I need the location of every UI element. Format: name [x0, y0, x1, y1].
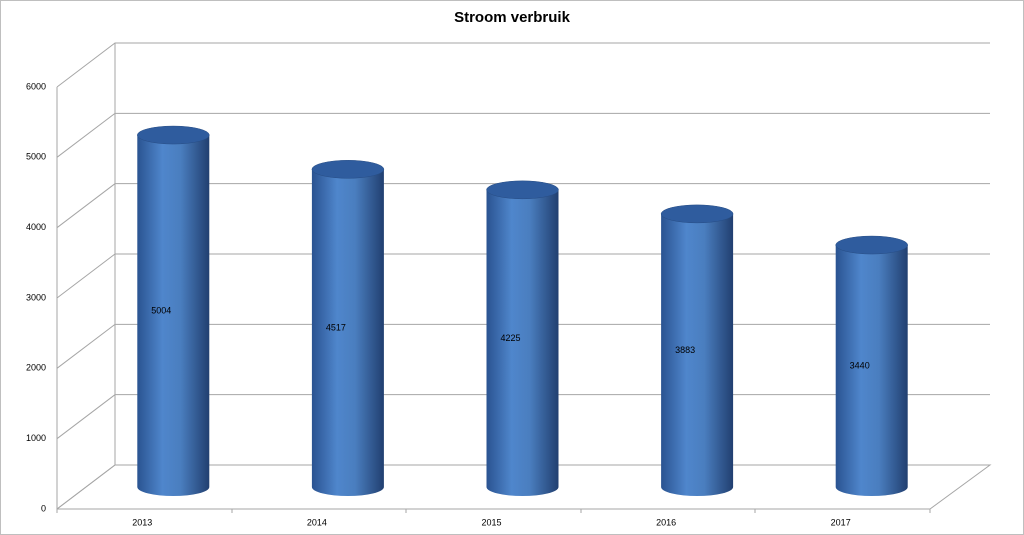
data-label: 4225: [500, 333, 520, 343]
y-tick-label: 3000: [26, 292, 46, 302]
bar-top: [311, 160, 385, 179]
bar-top: [486, 180, 559, 200]
bar: [835, 245, 908, 496]
bar: [137, 135, 210, 496]
data-label: 5004: [151, 305, 171, 315]
bar-top: [137, 125, 210, 145]
bar: [311, 169, 384, 497]
y-tick-label: 2000: [26, 363, 46, 373]
x-tick-label: 2015: [481, 517, 501, 527]
bar: [661, 213, 734, 496]
data-label: 3883: [675, 345, 695, 355]
bar-top: [660, 204, 734, 224]
y-tick-label: 0: [41, 503, 46, 513]
x-tick-label: 2014: [307, 517, 327, 527]
x-tick-label: 2016: [656, 517, 676, 527]
chart-title: Stroom verbruik: [454, 9, 571, 26]
bar: [486, 189, 559, 496]
y-tick-label: 6000: [26, 81, 46, 91]
grid-line: [56, 42, 990, 88]
data-label: 4517: [326, 323, 346, 333]
y-tick-label: 1000: [26, 433, 46, 443]
data-label: 3440: [850, 360, 870, 370]
y-tick-label: 4000: [26, 222, 46, 232]
x-tick-label: 2017: [831, 517, 851, 527]
grid-line: [56, 112, 990, 158]
bar-top: [835, 235, 908, 255]
x-tick-label: 2013: [132, 517, 152, 527]
y-tick-label: 5000: [26, 152, 46, 162]
category-separators: [56, 509, 931, 513]
grid-line: [56, 183, 990, 229]
